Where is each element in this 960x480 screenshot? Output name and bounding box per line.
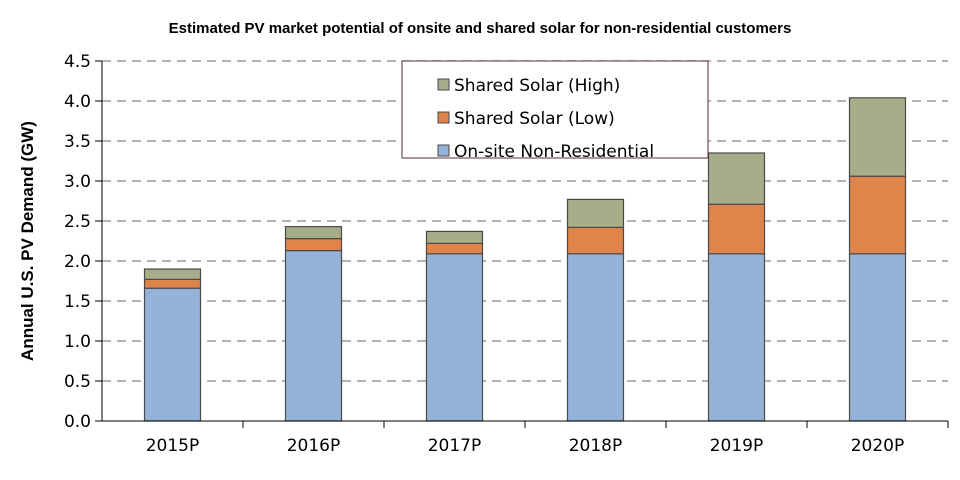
bar-segment: [566, 198, 625, 228]
bar-segment: [143, 278, 202, 289]
bar-segment: [566, 253, 625, 422]
x-tick-label: 2017P: [428, 436, 482, 456]
bar-segment: [848, 97, 907, 177]
bar-segment: [284, 226, 343, 240]
bar-segment: [848, 175, 907, 255]
legend-box: [401, 60, 709, 159]
bar-segment: [284, 250, 343, 422]
bar-segment: [425, 253, 484, 422]
y-tick-label: 2.0: [64, 252, 91, 272]
legend: Shared Solar (High) Shared Solar (Low) On-…: [401, 60, 709, 162]
y-tick-label: 2.5: [64, 212, 91, 232]
x-tick-label: 2018P: [569, 436, 623, 456]
x-tick-label: 2015P: [146, 436, 200, 456]
y-tick-label: 1.0: [64, 332, 91, 352]
y-tick-label: 3.5: [64, 132, 91, 152]
legend-label: Shared Solar (High): [454, 76, 620, 96]
y-axis-label: Annual U.S. PV Demand (GW): [18, 121, 37, 361]
y-tick-label: 3.0: [64, 172, 91, 192]
legend-swatch: [437, 111, 450, 124]
x-tick-label: 2016P: [287, 436, 341, 456]
bar-segment: [707, 253, 766, 422]
bar-segment: [143, 287, 202, 422]
bar-segment: [848, 253, 907, 422]
bar-segment: [707, 152, 766, 205]
chart-title: Estimated PV market potential of onsite …: [168, 20, 792, 37]
y-tick-label: 4.5: [64, 52, 91, 72]
bars: [143, 97, 907, 422]
legend-swatch: [437, 144, 450, 157]
bar-segment: [284, 238, 343, 252]
x-tick-label: 2020P: [851, 436, 905, 456]
bar-segment: [566, 226, 625, 255]
y-tick-label: 4.0: [64, 92, 91, 112]
bar-segment: [707, 203, 766, 255]
y-tick-label: 0.5: [64, 372, 91, 392]
x-tick-label: 2019P: [710, 436, 764, 456]
legend-label: On-site Non-Residential: [454, 142, 654, 162]
y-tick-label: 0.0: [64, 412, 91, 432]
axes: 0.0 0.5 1.0 1.5 2.0 2.5 3.0 3.5 4.0 4.5 2015P 2016P…: [64, 52, 949, 456]
y-tick-label: 1.5: [64, 292, 91, 312]
bar-segment: [425, 230, 484, 244]
legend-swatch: [437, 78, 450, 91]
legend-label: Shared Solar (Low): [454, 109, 615, 129]
bar-segment: [143, 268, 202, 280]
bar-segment: [425, 242, 484, 255]
